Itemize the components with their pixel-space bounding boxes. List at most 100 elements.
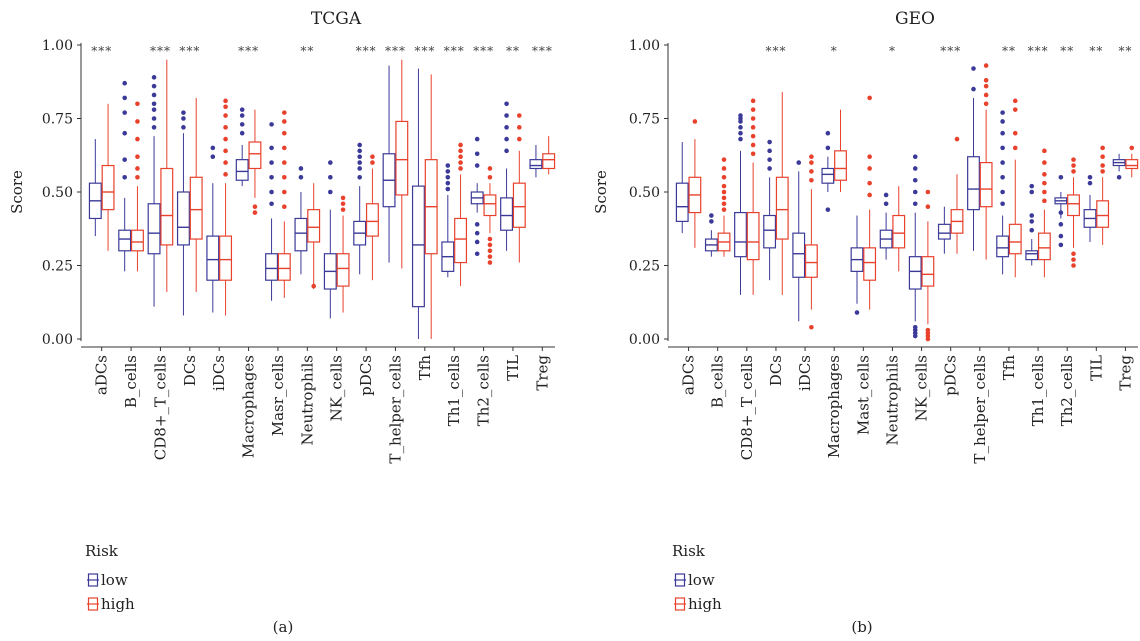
x-tick-label: iDCs [210,355,228,391]
x-tick-label: iDCs [796,355,814,391]
outlier-point [135,175,140,180]
box-iqr [792,232,806,278]
outlier-point [1100,154,1105,160]
box-iqr [746,211,760,261]
x-tick-label: Th1_cells [1029,355,1047,426]
box-high [277,110,291,298]
box-iqr [130,229,144,252]
box-iqr [863,247,877,281]
outlier-point [357,148,362,154]
outlier-point [474,136,480,142]
x-tick-label: T_helper_cells [971,355,989,464]
outlier-point [311,283,316,289]
x-tick-label: Neutrophils [883,355,901,445]
outlier-point [210,145,216,151]
box-iqr [821,167,835,184]
outlier-point [252,210,258,215]
outlier-point [750,151,756,157]
box-iqr [219,235,233,281]
outlier-point [223,113,228,118]
outlier-point [954,136,960,142]
box-high [130,101,144,272]
outlier-point [750,142,756,148]
box-iqr [365,203,379,237]
outlier-point [867,192,872,198]
box-low [879,192,893,260]
significance-mark: ** [300,44,314,58]
x-tick-label: Tfh [1000,355,1018,381]
outlier-point [738,125,743,130]
outlier-point [504,125,509,130]
outlier-point [809,154,814,160]
box-iqr [1125,159,1139,170]
significance-mark: ** [1060,44,1074,58]
outlier-point [487,166,493,171]
significance-mark: *** [385,44,406,58]
outlier-point [151,101,157,107]
outlier-point [883,192,889,198]
box-high [921,189,935,342]
outlier-point [767,139,772,145]
outlier-point [883,201,889,207]
chart-title: GEO [895,9,935,29]
outlier-point [867,95,872,101]
box-high [1037,148,1051,278]
box-high [512,113,526,263]
outlier-point [458,160,463,165]
box-iqr [675,182,689,222]
outlier-point [340,195,346,201]
y-tick-label: 0.25 [42,259,73,275]
significance-mark: *** [414,44,435,58]
legend: Risk low high [672,542,722,613]
outlier-point [912,166,918,171]
box-low [1054,175,1068,248]
x-tick-label: NK_cells [328,355,346,421]
y-tick-label: 0.25 [629,259,660,275]
outlier-point [458,148,463,154]
outlier-point [1042,160,1047,165]
outlier-point [151,83,157,89]
outlier-point [983,83,989,89]
box-low [353,142,367,275]
box-iqr [265,253,279,281]
box-iqr [996,235,1010,258]
significance-mark: *** [179,44,200,58]
box-high [775,92,789,295]
outlier-point [1042,180,1047,186]
x-tick-label: Macrophages [825,355,843,458]
box-iqr [411,185,425,308]
outlier-point [1000,160,1005,165]
box-iqr [1008,223,1022,255]
outlier-point [210,154,216,160]
outlier-point [474,230,480,236]
outlier-point [223,98,228,104]
outlier-point [738,130,743,136]
box-iqr [512,182,526,228]
x-tick-label: Th2_cells [475,355,493,426]
x-tick-label: Treg [1116,355,1134,391]
box-iqr [979,162,993,208]
outlier-point [458,154,463,160]
outlier-point [122,130,127,136]
outlier-point [1000,201,1005,207]
outlier-point [223,125,228,130]
box-high [395,59,409,269]
box-iqr [176,191,190,246]
outlier-point [912,189,918,195]
box-iqr [921,256,935,287]
box-low [411,68,425,339]
box-low [147,75,161,307]
y-tick-label: 0.00 [629,332,660,348]
outlier-point [357,142,362,148]
box-low [206,145,220,313]
box-low [88,139,102,237]
outlier-point [517,125,522,130]
x-tick-label: Treg [533,355,551,391]
outlier-point [517,136,522,142]
outlier-point [983,77,989,83]
x-tick-label: aDCs [680,355,698,395]
box-iqr [277,253,291,281]
outlier-point [912,324,918,330]
outlier-point [825,145,831,151]
y-tick-label: 0.75 [42,112,73,128]
